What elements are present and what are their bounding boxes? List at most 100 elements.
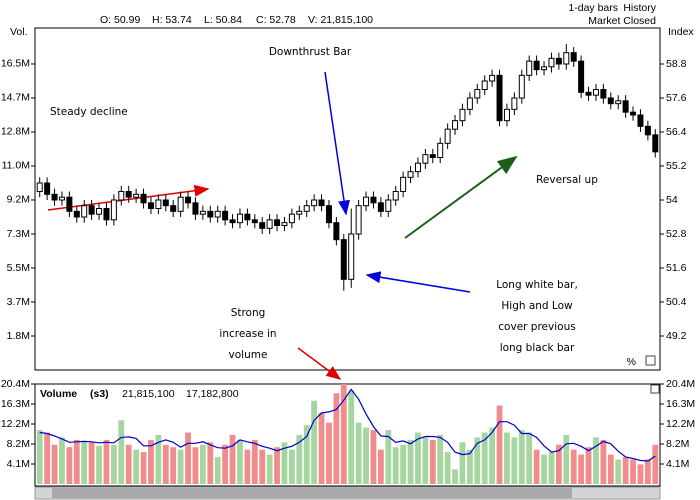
candle-body — [644, 125, 651, 136]
volume-bar — [340, 384, 347, 484]
candle-body — [44, 182, 51, 195]
candle-body — [288, 213, 295, 224]
volume-study: (s3) — [90, 388, 109, 400]
close-panel[interactable] — [650, 384, 660, 394]
volume-panel — [34, 383, 661, 487]
volume-bar — [474, 437, 481, 484]
y2-tick-label: 11.0M — [2, 160, 30, 172]
volume-bar — [96, 445, 102, 484]
candle-body — [340, 239, 347, 280]
volume-bar — [185, 432, 191, 484]
arrow — [404, 155, 518, 239]
candle-body — [192, 202, 199, 215]
volume-bar — [281, 442, 288, 484]
volume-bar — [140, 452, 147, 484]
candle-body — [370, 196, 377, 204]
candle-body — [244, 213, 251, 221]
volume-bar — [563, 434, 570, 484]
candle-body — [311, 199, 318, 207]
volume-bar — [251, 439, 258, 484]
annotation: Steady decline — [50, 106, 128, 118]
volume-bar — [118, 420, 125, 484]
candle-body — [162, 199, 169, 207]
y-tick-label: 16.3M — [666, 398, 695, 410]
annotation: increase in — [219, 328, 276, 340]
volume-legend-value: 21,815,100 — [122, 388, 175, 400]
volume-bar — [400, 444, 407, 484]
candle-body — [652, 134, 659, 153]
volume-bar — [296, 434, 303, 484]
volume-bar — [199, 444, 206, 484]
volume-bar — [489, 427, 496, 484]
volume-bar — [481, 432, 488, 484]
y-tick-label: 8.2M — [666, 438, 689, 450]
volume-bar — [585, 447, 592, 484]
market-status: Market Closed — [588, 15, 656, 27]
candle-body — [266, 219, 273, 229]
volume-bar — [170, 447, 177, 484]
candle-body — [600, 89, 607, 99]
volume-bar — [229, 434, 236, 484]
quote-item: C: 52.78 — [256, 14, 296, 26]
history-link[interactable]: History — [623, 2, 656, 14]
price-panel — [34, 27, 661, 371]
arrow — [365, 271, 471, 293]
candle-body — [489, 74, 496, 82]
volume-bar — [237, 439, 243, 484]
y-tick-label: 12.2M — [1, 418, 30, 430]
candle-body — [355, 205, 362, 235]
candle-body — [333, 222, 340, 241]
volume-bar — [444, 452, 451, 484]
volume-bar — [459, 442, 466, 484]
volume-bar — [644, 459, 651, 484]
candle-body — [563, 52, 570, 65]
candle-body — [526, 60, 533, 76]
candle-body — [281, 222, 288, 227]
y2-tick-label: 9.2M — [7, 194, 30, 206]
y2-tick-label: 3.7M — [7, 296, 30, 308]
volume-bar — [303, 425, 310, 484]
volume-bar — [622, 457, 629, 484]
candle-body — [363, 196, 370, 207]
right-axis-label: Index — [668, 26, 694, 38]
volume-bar — [415, 432, 421, 484]
volume-bar — [548, 452, 555, 484]
volume-bar — [496, 405, 503, 484]
volume-bar — [429, 439, 436, 484]
annotation: Reversal up — [536, 174, 598, 186]
candle-body — [518, 74, 525, 99]
candle-body — [437, 142, 444, 158]
candle-body — [474, 89, 481, 99]
annotation: Long white bar, — [496, 279, 578, 291]
candle-body — [348, 233, 355, 280]
y2-tick-label: 1.8M — [7, 330, 30, 342]
volume-bar — [162, 444, 169, 484]
y-tick-label: 4.1M — [7, 458, 30, 470]
volume-bar — [652, 444, 659, 484]
scroll-thumb[interactable] — [52, 488, 572, 498]
annotation: long black bar — [500, 342, 575, 354]
y-tick-label: 8.2M — [7, 438, 30, 450]
candle-body — [466, 97, 473, 110]
volume-bar — [363, 427, 369, 484]
candle-body — [110, 199, 117, 221]
candle-body — [118, 191, 125, 201]
percent-toggle[interactable] — [645, 355, 656, 366]
volume-bar — [593, 437, 599, 484]
volume-bar — [541, 454, 547, 484]
volume-bar — [288, 449, 295, 484]
volume-bar — [555, 444, 562, 484]
volume-bar — [318, 412, 325, 484]
candle-body — [58, 196, 65, 201]
volume-bar — [81, 440, 88, 484]
y-tick-label: 56.4 — [666, 126, 687, 138]
y-tick-label: 12.2M — [666, 418, 695, 430]
annotation: Strong — [231, 307, 266, 319]
volume-bar — [66, 447, 73, 484]
candle-body — [444, 128, 451, 144]
annotation: volume — [229, 349, 268, 361]
candle-body — [229, 219, 236, 224]
y-tick-label: 49.2 — [666, 330, 687, 342]
candle-body — [385, 199, 392, 212]
y2-tick-label: 7.3M — [7, 228, 30, 240]
